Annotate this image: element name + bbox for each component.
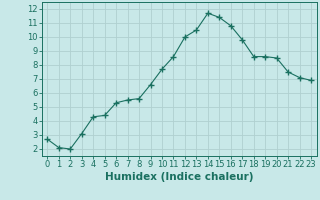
X-axis label: Humidex (Indice chaleur): Humidex (Indice chaleur): [105, 172, 253, 182]
